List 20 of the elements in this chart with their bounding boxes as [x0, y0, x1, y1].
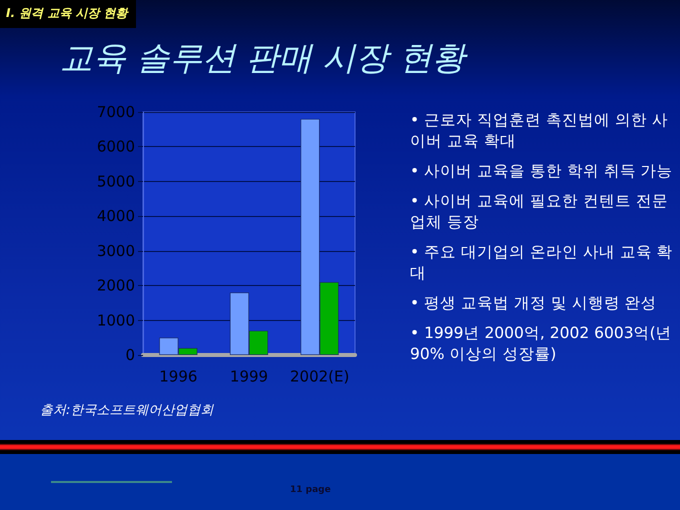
x-tick-label: 2002(E) [290, 368, 350, 386]
text: • 1999년 2000억, 2002 6003억(년 90% 이상의 성장률) [410, 323, 673, 365]
text: • 평생 교육법 개정 및 시행령 완성 [410, 293, 658, 314]
y-tick-label: 7000 [96, 103, 135, 121]
text: • 주요 대기업의 온라인 사내 교육 확대 [410, 242, 674, 284]
text: • 사이버 교육에 필요한 컨텐트 전문 업체 등장 [410, 191, 669, 233]
text: 11 page [290, 485, 331, 495]
x-tick-label: 1996 [159, 368, 198, 386]
x-tick-label: 1999 [230, 368, 268, 386]
y-tick-label: 6000 [96, 138, 135, 156]
y-tick-label: 1000 [96, 311, 135, 330]
y-tick-label: 3000 [96, 242, 135, 260]
text: • 근로자 직업훈련 촉진법에 의한 사이버 교육 확대 [410, 110, 669, 152]
y-tick-label: 4000 [96, 207, 135, 226]
y-tick-label: 2000 [96, 276, 135, 295]
y-tick-label: 0 [125, 346, 135, 364]
y-tick-label: 5000 [96, 172, 135, 190]
text: • 사이버 교육을 통한 학위 취득 가능 [410, 161, 674, 182]
source-note: 출처:한국소프트웨어산업협회 [40, 402, 214, 419]
text: I. 원격 교육 시장 현황 [0, 0, 136, 28]
